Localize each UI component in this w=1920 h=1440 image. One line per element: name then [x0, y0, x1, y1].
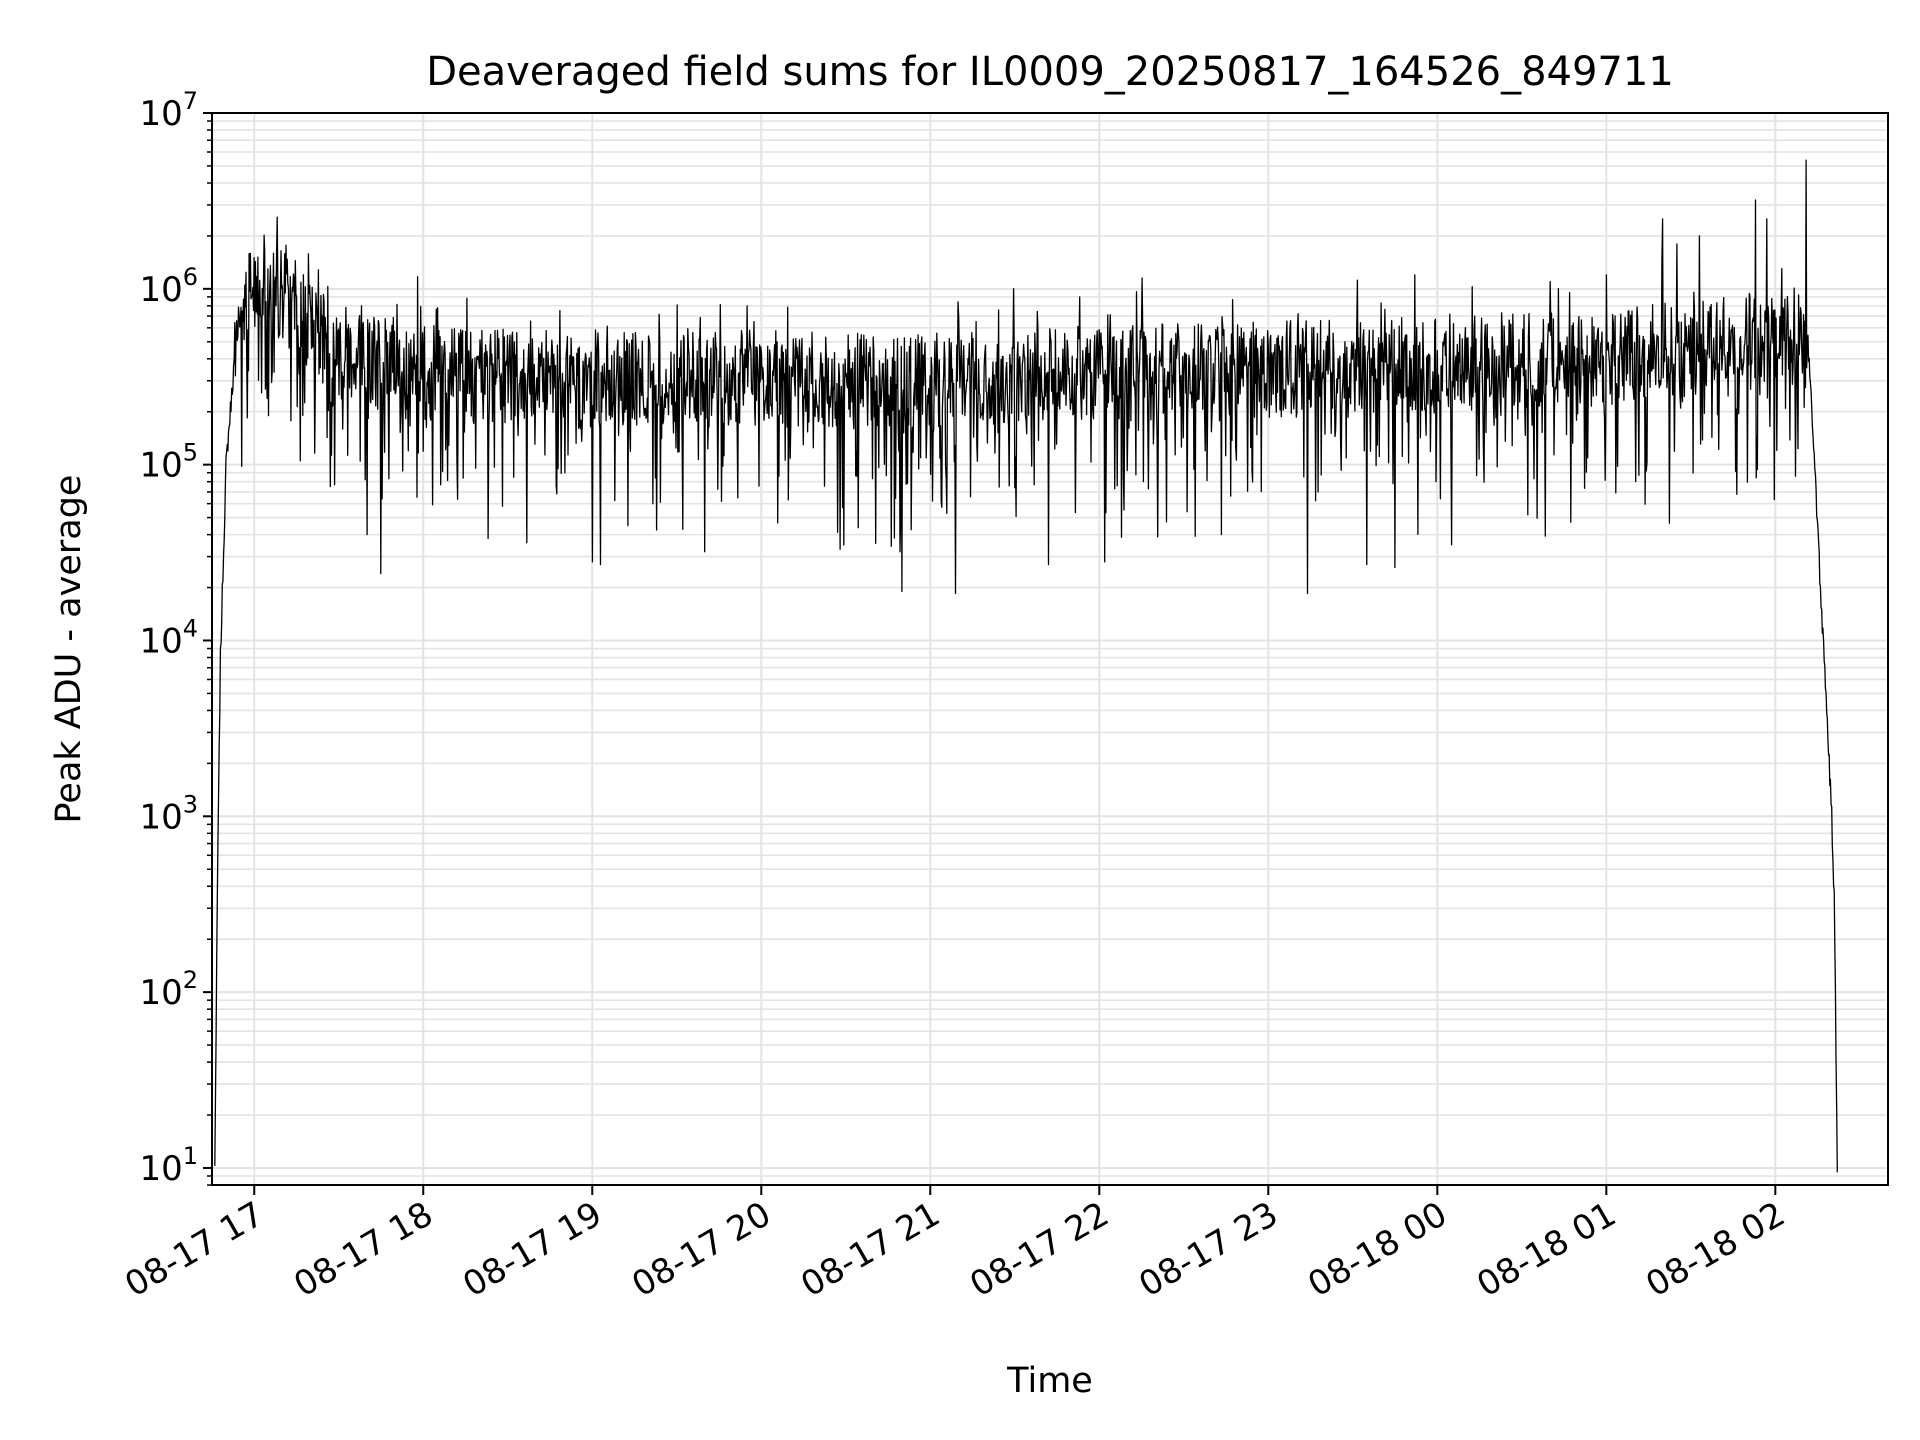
grid — [212, 112, 1888, 1186]
y-tick-label: 107 — [139, 87, 198, 134]
y-axis-label: Peak ADU - average — [49, 475, 89, 824]
y-axis: 101 102 103 104 105 106 107 — [139, 87, 212, 1189]
y-tick-label: 101 — [139, 1142, 198, 1189]
y-tick-label: 102 — [139, 966, 198, 1013]
plot-area — [214, 159, 1838, 1173]
y-tick-label: 106 — [139, 263, 198, 310]
series-line — [214, 159, 1838, 1173]
x-axis-label: Time — [1006, 1361, 1093, 1401]
y-tick-label: 104 — [139, 614, 198, 661]
y-tick-label: 103 — [139, 790, 198, 837]
y-tick-label: 105 — [139, 439, 198, 486]
chart-title: Deaveraged field sums for IL0009_2025081… — [426, 49, 1674, 95]
